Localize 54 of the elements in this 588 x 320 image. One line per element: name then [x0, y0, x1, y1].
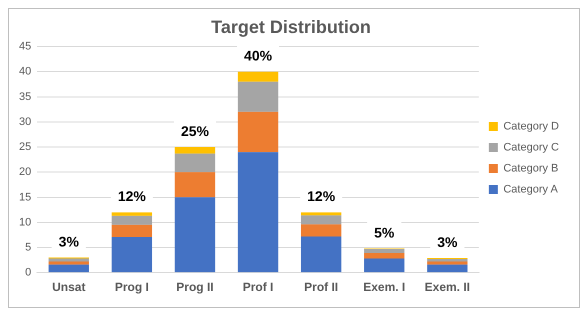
total-label: 12%: [307, 188, 336, 204]
total-label: 5%: [374, 224, 395, 240]
legend-label: Category A: [503, 184, 558, 196]
bar: [48, 258, 89, 262]
total-label: 40%: [244, 48, 273, 64]
bar: [238, 152, 278, 272]
bar: [112, 224, 152, 237]
bar: [112, 212, 152, 216]
x-tick-label: Exem. I: [363, 280, 406, 294]
bar: [300, 212, 342, 216]
x-tick-label: Prog I: [114, 280, 149, 294]
y-tick-label: 25: [18, 141, 32, 154]
bar: [174, 172, 216, 198]
legend-label: Category D: [503, 120, 560, 133]
bar: [364, 253, 404, 259]
y-tick-label: 40: [18, 66, 32, 78]
bar: [112, 216, 152, 225]
y-tick-label: 0: [25, 266, 32, 279]
legend-label: Category C: [503, 142, 560, 154]
bar: [364, 248, 404, 254]
bar: [48, 262, 89, 265]
y-tick-label: 45: [18, 40, 32, 53]
bar: [300, 215, 342, 224]
x-tick-label: Prof II: [304, 280, 338, 294]
y-tick-label: 35: [18, 90, 32, 103]
x-tick-label: Exem. II: [424, 280, 470, 294]
bar: [112, 236, 152, 272]
legend-label: Category B: [503, 162, 558, 175]
x-tick-label: Prof I: [242, 280, 274, 294]
y-tick-label: 5: [25, 242, 32, 254]
bar: [174, 197, 216, 272]
bar: [48, 264, 89, 272]
total-label: 3%: [58, 233, 80, 250]
bar: [427, 262, 468, 265]
y-tick-label: 10: [18, 216, 32, 228]
bar: [364, 258, 404, 272]
bar: [174, 154, 216, 172]
total-label: 25%: [180, 122, 210, 139]
bar: [300, 236, 342, 272]
bar: [300, 224, 342, 236]
y-tick-label: 15: [18, 191, 32, 204]
y-tick-label: 20: [18, 166, 32, 178]
bar: [238, 112, 278, 152]
bar: [427, 259, 468, 262]
total-label: 3%: [437, 234, 458, 250]
y-tick-label: 30: [18, 116, 32, 128]
bar: [174, 147, 216, 154]
total-label: 12%: [118, 188, 146, 204]
bar: [427, 264, 468, 272]
bar: [238, 72, 278, 82]
x-tick-label: Prog II: [176, 280, 214, 294]
bar: [238, 82, 278, 112]
x-tick-label: Unsat: [52, 280, 86, 294]
chart-title: Target Distribution: [211, 16, 371, 37]
